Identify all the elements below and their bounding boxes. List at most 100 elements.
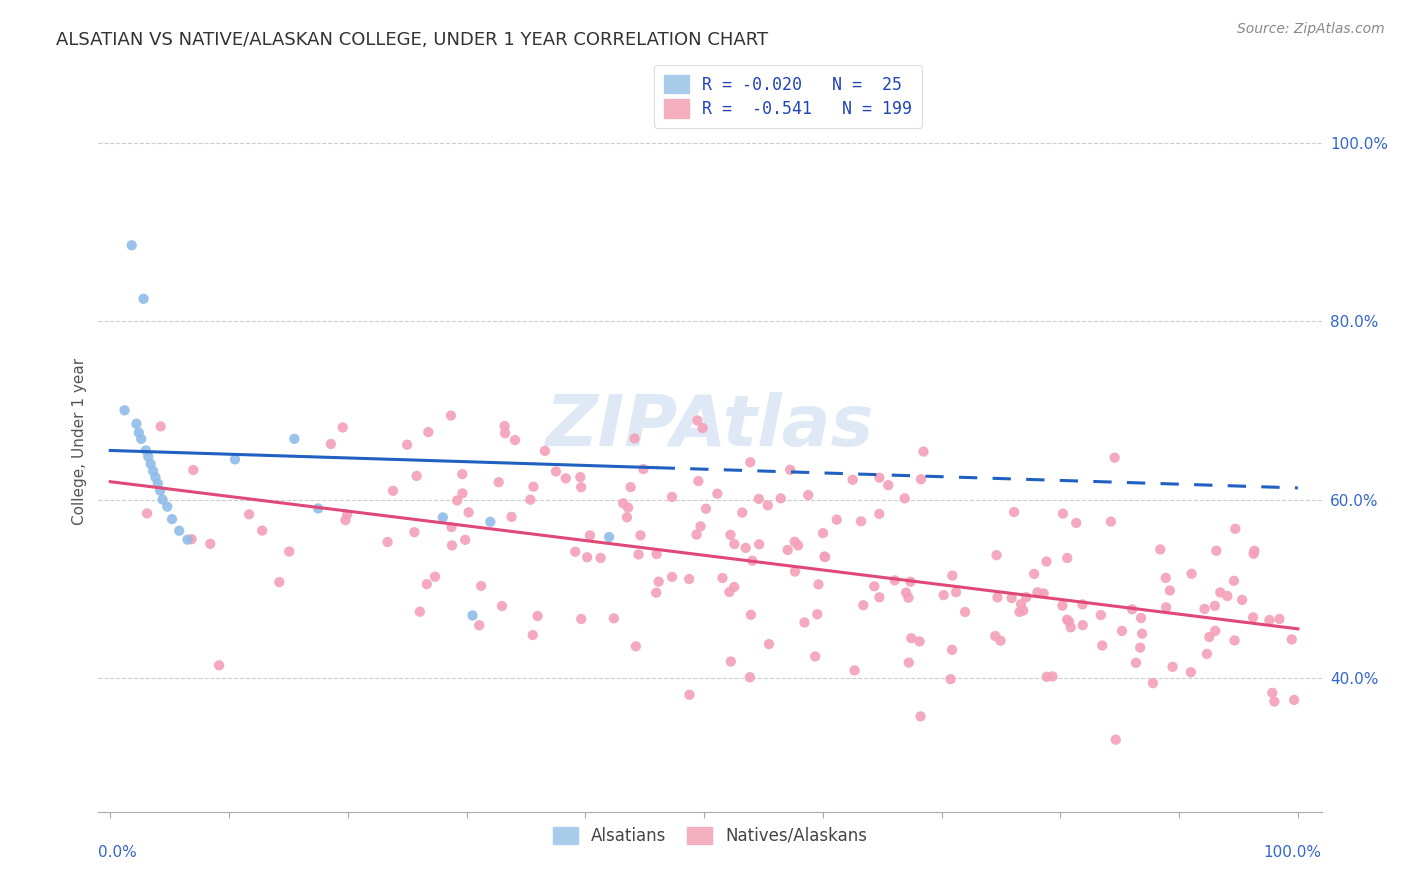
Point (1142, 676, 1164, 690)
Point (844, 664, 866, 678)
Point (404, 525, 426, 540)
Point (409, 605, 432, 619)
Point (152, 492, 174, 507)
Point (554, 471, 576, 485)
Point (250, 524, 273, 538)
Point (1180, 665, 1202, 680)
Point (877, 478, 900, 492)
Point (841, 473, 863, 487)
Point (797, 488, 820, 502)
Point (1032, 586, 1054, 600)
Point (1057, 615, 1080, 629)
Point (1205, 543, 1227, 558)
Point (945, 585, 967, 599)
Point (576, 550, 599, 565)
Point (149, 419, 172, 434)
Point (1026, 585, 1049, 599)
Point (440, 520, 463, 534)
Point (779, 463, 801, 477)
Point (661, 570, 683, 584)
Point (1209, 585, 1232, 599)
Point (868, 591, 890, 605)
Point (1223, 633, 1246, 648)
Point (910, 472, 932, 486)
Point (1204, 599, 1226, 613)
Point (1261, 686, 1284, 700)
Point (1263, 695, 1285, 709)
Text: ALSATIAN VS NATIVE/ALASKAN COLLEGE, UNDER 1 YEAR CORRELATION CHART: ALSATIAN VS NATIVE/ALASKAN COLLEGE, UNDE… (56, 31, 768, 49)
Point (332, 420, 354, 434)
Point (1090, 608, 1112, 623)
Point (488, 475, 510, 490)
Point (776, 543, 799, 558)
Point (678, 688, 700, 702)
Point (734, 541, 756, 555)
Point (494, 419, 516, 434)
Point (1241, 610, 1264, 624)
Point (897, 656, 920, 670)
Point (1125, 656, 1147, 670)
Point (1121, 602, 1143, 616)
Point (160, 512, 183, 526)
Point (647, 574, 669, 589)
Point (491, 599, 513, 613)
Point (564, 545, 586, 559)
Point (630, 528, 652, 542)
Point (1071, 618, 1094, 632)
Point (616, 510, 638, 524)
Point (269, 575, 291, 590)
Point (451, 486, 474, 500)
Point (900, 574, 922, 589)
Point (1243, 547, 1265, 561)
Y-axis label: College, Under 1 year: College, Under 1 year (72, 358, 87, 525)
Point (748, 491, 770, 506)
Point (706, 486, 728, 500)
Point (1071, 598, 1094, 612)
Point (1015, 590, 1038, 604)
Point (461, 608, 484, 623)
Point (1258, 613, 1281, 627)
Point (1198, 630, 1220, 644)
Point (377, 535, 399, 549)
Point (1130, 626, 1153, 640)
Point (238, 508, 260, 522)
Point (897, 591, 920, 605)
Point (738, 670, 761, 684)
Point (1035, 670, 1057, 684)
Point (208, 658, 231, 673)
Point (468, 618, 491, 632)
Point (661, 490, 683, 504)
Point (319, 437, 342, 451)
Point (908, 634, 931, 648)
Point (1060, 620, 1083, 634)
Point (1180, 566, 1202, 581)
Point (283, 432, 305, 446)
Point (522, 628, 544, 642)
Point (142, 464, 165, 478)
Point (396, 437, 419, 451)
Point (405, 469, 427, 483)
Point (1282, 693, 1305, 707)
Point (470, 579, 492, 593)
Point (176, 533, 198, 547)
Point (718, 585, 741, 599)
Point (756, 498, 779, 512)
Point (783, 565, 806, 579)
Point (1035, 555, 1057, 569)
Point (1243, 543, 1265, 558)
Point (825, 513, 848, 527)
Point (617, 500, 640, 515)
Point (941, 568, 963, 582)
Point (720, 655, 742, 669)
Point (793, 615, 815, 630)
Point (136, 450, 159, 464)
Point (1052, 599, 1074, 613)
Point (932, 588, 955, 602)
Text: ZIPAtlas: ZIPAtlas (546, 392, 875, 461)
Point (740, 607, 762, 622)
Point (787, 538, 810, 552)
Point (1129, 640, 1152, 655)
Point (740, 455, 762, 469)
Point (1052, 507, 1074, 521)
Point (1008, 605, 1031, 619)
